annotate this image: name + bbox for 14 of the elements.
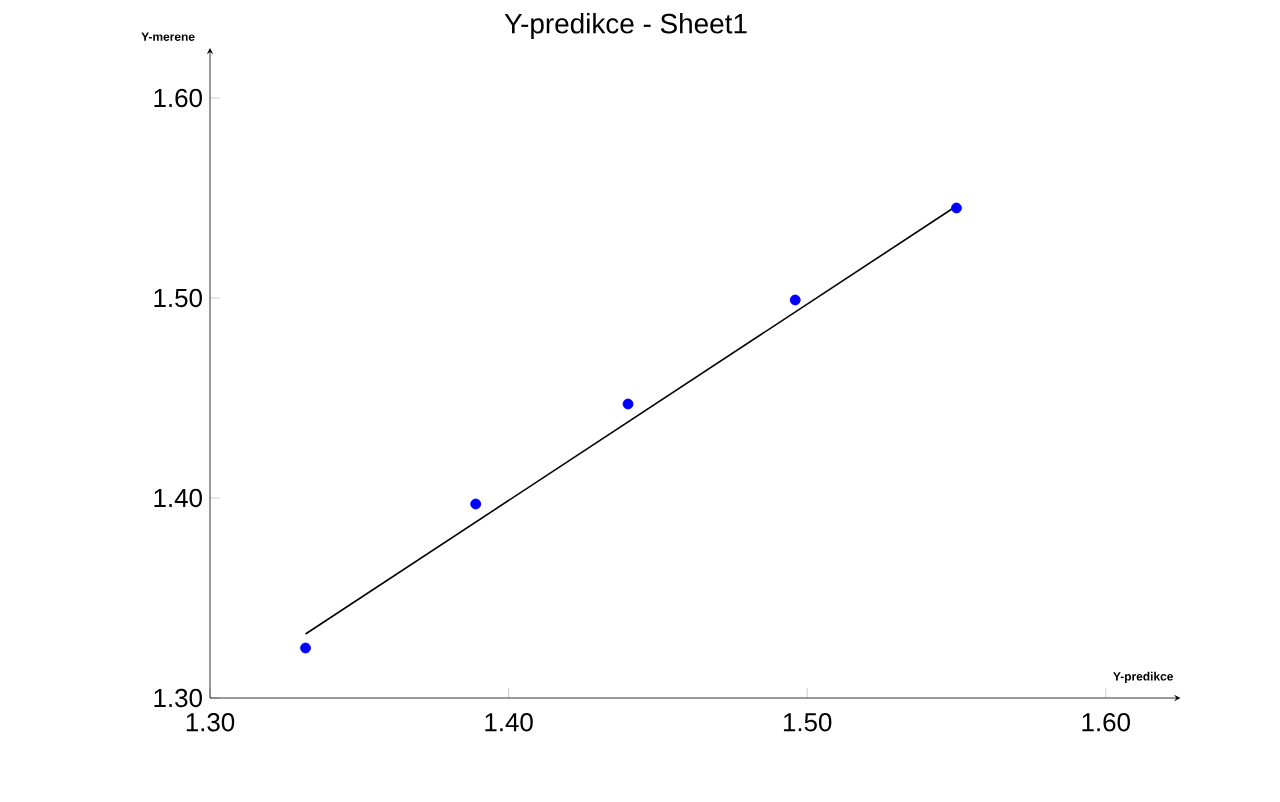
x-tick-label: 1.30: [186, 713, 235, 732]
point: [470, 498, 482, 510]
x-tick-label: 1.40: [485, 713, 533, 732]
y-tick-label: 1.60: [154, 88, 202, 108]
y-tick-label: 1.30: [154, 688, 202, 708]
point: [951, 202, 962, 214]
y-tick-label: 1.50: [154, 288, 202, 308]
chart-title: Y-predikce - Sheet1: [504, 13, 747, 40]
point: [789, 294, 801, 306]
point: [622, 398, 634, 410]
x-tick-label: 1.60: [1082, 713, 1130, 732]
y-tick-label: 1.40: [154, 488, 202, 508]
point: [300, 642, 311, 654]
x-tick-label: 1.50: [783, 713, 832, 732]
